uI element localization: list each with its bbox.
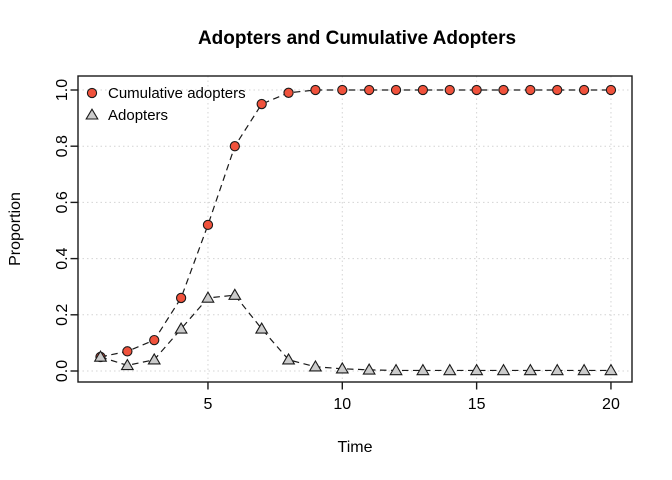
data-point-triangle (469, 363, 484, 376)
data-point-circle (122, 346, 133, 357)
chart-title: Adopters and Cumulative Adopters (198, 28, 516, 49)
data-point-triangle (174, 321, 188, 334)
data-point-circle (417, 84, 429, 96)
y-tick-label: 0.6 (54, 191, 71, 213)
x-tick-label: 10 (333, 396, 351, 413)
data-point-triangle (308, 359, 323, 372)
data-point-circle (498, 84, 509, 96)
y-tick-label: 0.4 (54, 247, 71, 269)
data-point-triangle (362, 362, 376, 375)
plot-box (77, 75, 633, 383)
data-point-circle (283, 87, 294, 98)
data-point-triangle (443, 363, 457, 376)
data-point-circle (175, 292, 187, 304)
legend: Cumulative adopters Adopters (85, 85, 246, 124)
legend-circle-marker-icon (86, 87, 98, 99)
axis-tick-labels: 5 10 15 20 0.0 0.2 0.4 0.6 0.8 1.0 (54, 79, 620, 413)
data-point-triangle (389, 363, 403, 376)
data-point-triangle (335, 361, 350, 374)
data-point-circle (605, 84, 617, 96)
data-point-circle (364, 84, 375, 96)
data-point-circle (444, 84, 455, 96)
data-point-circle (390, 84, 402, 96)
data-point-circle (310, 84, 321, 96)
data-point-triangle (523, 363, 538, 376)
data-point-triangle (147, 352, 161, 365)
data-point-triangle (120, 358, 135, 371)
data-point-circle (471, 84, 482, 96)
data-point-triangle (254, 321, 269, 334)
series-line-triangle (100, 294, 611, 372)
legend-triangle-marker-icon (85, 108, 99, 120)
data-point-triangle (577, 363, 591, 376)
data-point-circle (552, 84, 563, 96)
y-tick-label: 0.0 (54, 360, 71, 382)
y-tick-label: 0.8 (54, 135, 71, 157)
data-point-triangle (496, 363, 511, 376)
x-tick-label: 20 (602, 396, 620, 413)
data-point-triangle (604, 363, 618, 376)
y-axis-title: Proportion (7, 192, 24, 266)
data-point-circle (337, 84, 348, 96)
x-axis-title: Time (338, 439, 373, 456)
data-point-triangle (281, 352, 296, 365)
data-point-circle (149, 334, 160, 346)
y-tick-label: 1.0 (54, 79, 71, 101)
data-point-circle (229, 141, 240, 152)
x-tick-label: 15 (468, 396, 486, 413)
data-point-circle (202, 219, 214, 231)
data-point-circle (578, 84, 590, 96)
series-line-circle (100, 89, 611, 358)
x-tick-label: 5 (204, 396, 213, 413)
data-point-triangle (93, 350, 108, 362)
y-tick-label: 0.2 (54, 304, 71, 326)
data-series (93, 84, 618, 376)
legend-label-cumulative: Cumulative adopters (108, 85, 246, 102)
data-point-triangle (550, 363, 564, 376)
legend-label-adopters: Adopters (108, 107, 168, 124)
data-point-triangle (416, 363, 430, 376)
data-point-triangle (201, 291, 215, 303)
data-point-triangle (228, 288, 242, 300)
axis-ticks (70, 89, 612, 390)
data-point-circle (525, 84, 536, 96)
data-point-circle (256, 98, 267, 110)
